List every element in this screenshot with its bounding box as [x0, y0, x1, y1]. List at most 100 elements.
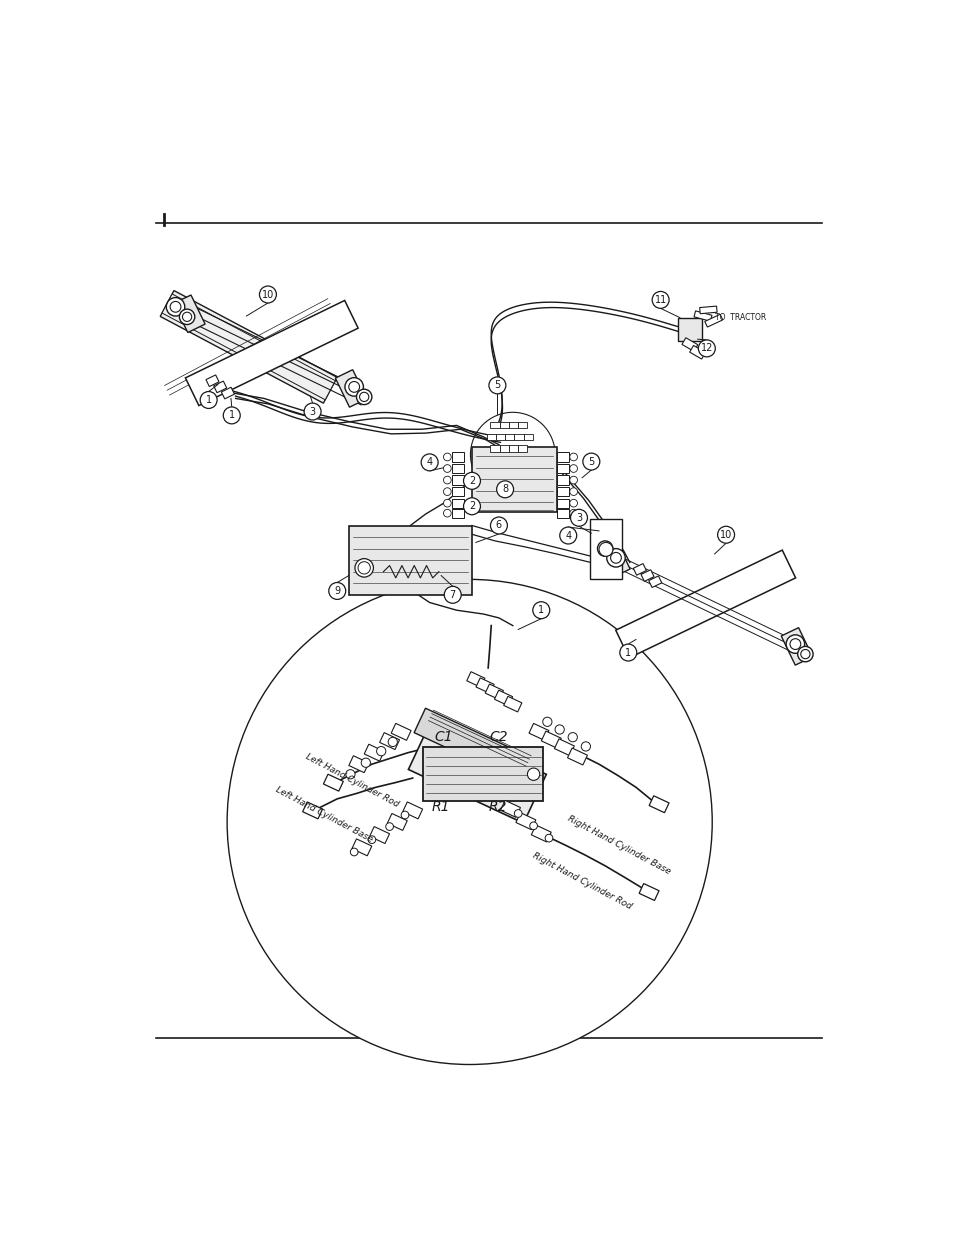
Polygon shape — [387, 814, 407, 830]
Circle shape — [533, 601, 549, 619]
Circle shape — [400, 811, 409, 819]
Circle shape — [345, 378, 363, 396]
Polygon shape — [693, 311, 711, 321]
Circle shape — [357, 562, 370, 574]
Circle shape — [349, 382, 359, 393]
Circle shape — [227, 579, 712, 1065]
Circle shape — [376, 746, 385, 756]
Circle shape — [443, 453, 451, 461]
Circle shape — [652, 291, 668, 309]
Circle shape — [350, 848, 357, 856]
Circle shape — [610, 552, 620, 563]
Text: 5: 5 — [588, 457, 594, 467]
Circle shape — [355, 558, 373, 577]
Text: Left Hand Cylinder Base: Left Hand Cylinder Base — [274, 785, 374, 844]
Bar — [557, 464, 568, 473]
Text: TO  TRACTOR: TO TRACTOR — [715, 314, 766, 322]
Circle shape — [619, 645, 636, 661]
Polygon shape — [335, 369, 367, 408]
Polygon shape — [681, 337, 697, 351]
Polygon shape — [554, 739, 574, 756]
Polygon shape — [615, 550, 795, 658]
Circle shape — [717, 526, 734, 543]
Circle shape — [542, 718, 552, 726]
Circle shape — [470, 412, 555, 496]
Circle shape — [443, 499, 451, 508]
Polygon shape — [391, 724, 411, 740]
Bar — [508, 422, 517, 429]
Text: 8: 8 — [501, 484, 508, 494]
Bar — [490, 422, 499, 429]
Circle shape — [443, 509, 451, 517]
Polygon shape — [704, 315, 722, 327]
Bar — [452, 499, 464, 508]
Circle shape — [544, 835, 552, 842]
Circle shape — [582, 453, 599, 471]
Text: 1: 1 — [537, 605, 544, 615]
Polygon shape — [352, 839, 372, 856]
Text: 7: 7 — [449, 590, 456, 600]
Polygon shape — [699, 306, 717, 314]
Bar — [452, 475, 464, 484]
Polygon shape — [414, 708, 540, 787]
Bar — [557, 475, 568, 484]
Circle shape — [182, 312, 192, 321]
Bar — [486, 433, 496, 440]
Text: 1: 1 — [205, 395, 212, 405]
Polygon shape — [494, 690, 512, 705]
Circle shape — [368, 836, 375, 844]
Circle shape — [527, 768, 539, 781]
Polygon shape — [364, 745, 384, 761]
Circle shape — [443, 477, 451, 484]
Circle shape — [463, 498, 480, 515]
Circle shape — [179, 309, 194, 325]
Text: 2: 2 — [468, 501, 475, 511]
Text: 10: 10 — [261, 289, 274, 300]
Circle shape — [569, 477, 577, 484]
Polygon shape — [206, 375, 219, 387]
Circle shape — [555, 725, 563, 734]
Text: R2: R2 — [488, 799, 506, 814]
Text: 4: 4 — [426, 457, 433, 467]
Text: R1: R1 — [432, 799, 450, 814]
Circle shape — [789, 638, 800, 650]
Polygon shape — [503, 697, 521, 711]
Bar — [490, 446, 499, 452]
Circle shape — [568, 732, 577, 742]
Text: 5: 5 — [494, 380, 500, 390]
Polygon shape — [466, 672, 484, 688]
Circle shape — [514, 810, 521, 818]
Circle shape — [443, 488, 451, 495]
Polygon shape — [162, 294, 335, 400]
Bar — [517, 446, 527, 452]
Text: 3: 3 — [576, 513, 581, 522]
Circle shape — [170, 301, 181, 312]
Circle shape — [329, 583, 345, 599]
Text: 11: 11 — [654, 295, 666, 305]
Circle shape — [569, 464, 577, 472]
Bar — [452, 487, 464, 496]
Text: C1: C1 — [434, 730, 453, 745]
Bar — [557, 452, 568, 462]
Circle shape — [569, 453, 577, 461]
Bar — [452, 509, 464, 517]
Circle shape — [569, 509, 577, 517]
Circle shape — [698, 340, 715, 357]
Text: 9: 9 — [334, 585, 340, 597]
Circle shape — [797, 646, 812, 662]
Text: 1: 1 — [624, 647, 631, 657]
Polygon shape — [640, 569, 654, 582]
Text: 12: 12 — [700, 343, 712, 353]
Polygon shape — [408, 721, 546, 824]
Bar — [472, 447, 557, 513]
Circle shape — [569, 499, 577, 508]
Circle shape — [356, 389, 372, 405]
Bar — [452, 452, 464, 462]
Circle shape — [785, 635, 803, 653]
Polygon shape — [531, 825, 551, 842]
Circle shape — [304, 403, 321, 420]
Text: 6: 6 — [496, 520, 501, 531]
Circle shape — [444, 587, 460, 603]
Circle shape — [388, 737, 397, 746]
Circle shape — [359, 393, 369, 401]
